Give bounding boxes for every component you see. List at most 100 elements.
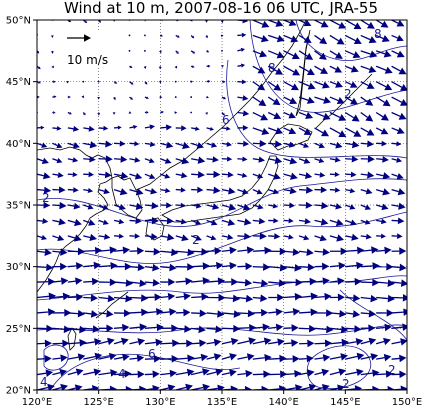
- wind-vector: [129, 308, 149, 317]
- wind-vector: [360, 233, 372, 240]
- wind-vector: [206, 353, 222, 361]
- wind-vector: [360, 96, 374, 106]
- wind-vector: [83, 277, 100, 286]
- wind-vector: [175, 125, 187, 131]
- contour-label: 2: [42, 191, 50, 205]
- wind-vector: [206, 293, 226, 302]
- wind-vector: [237, 294, 254, 303]
- wind-vector: [175, 277, 193, 286]
- wind-vector: [37, 308, 56, 316]
- wind-vector: [376, 172, 391, 180]
- wind-vector: [406, 189, 407, 191]
- wind-vector: [98, 337, 115, 346]
- wind-vector: [406, 112, 407, 114]
- wind-vector: [375, 20, 389, 28]
- wind-vector: [252, 232, 267, 240]
- wind-vector: [267, 111, 282, 120]
- wind-vector: [67, 247, 86, 256]
- wind-vector: [221, 65, 225, 68]
- wind-vector: [375, 111, 389, 121]
- wind-vector: [268, 293, 285, 302]
- wind-vector: [221, 278, 239, 286]
- wind-vector: [329, 127, 347, 138]
- wind-vector: [221, 141, 232, 147]
- wind-vector: [67, 309, 86, 318]
- wind-vector: [160, 141, 174, 149]
- wind-vector: [206, 310, 225, 318]
- wind-vector: [114, 140, 126, 147]
- quiver-key-label: 10 m/s: [67, 53, 108, 67]
- wind-vector: [114, 323, 130, 332]
- wind-vector: [97, 96, 101, 100]
- wind-vector: [221, 96, 227, 100]
- wind-vector: [252, 20, 270, 28]
- wind-vector: [83, 204, 94, 210]
- wind-vector: [52, 142, 63, 149]
- wind-vector: [37, 324, 54, 333]
- wind-vector: [406, 373, 407, 375]
- wind-vector: [160, 369, 177, 378]
- wind-vector: [268, 323, 284, 332]
- wind-vector: [237, 218, 252, 226]
- wind-vector: [67, 353, 86, 361]
- contour-line-upper-north: [295, 20, 407, 62]
- contour-line-low: [49, 353, 241, 390]
- wind-vector: [360, 20, 375, 29]
- wind-vector: [406, 296, 407, 298]
- wind-vector: [252, 203, 264, 210]
- wind-vector: [52, 95, 57, 99]
- wind-vector: [98, 309, 114, 318]
- wind-vector: [345, 96, 359, 105]
- wind-vector: [191, 247, 209, 256]
- wind-vector: [67, 202, 81, 210]
- wind-vector: [83, 294, 98, 302]
- wind-vector: [160, 187, 171, 194]
- wind-vector: [252, 140, 267, 148]
- wind-vector: [98, 140, 113, 148]
- wind-vector: [268, 127, 284, 135]
- wind-vector: [283, 34, 299, 43]
- wind-vector: [114, 155, 128, 163]
- wind-vector: [329, 234, 345, 242]
- wind-vector: [129, 141, 140, 147]
- wind-vector: [283, 50, 300, 60]
- wind-vector: [406, 158, 407, 160]
- contour-label: 8: [374, 27, 382, 41]
- quiver-key-arrow: [67, 34, 91, 42]
- wind-vector: [391, 338, 407, 346]
- wind-vector: [144, 158, 155, 164]
- wind-vector: [159, 50, 162, 54]
- wind-vector: [267, 65, 284, 75]
- wind-vector: [345, 219, 357, 226]
- wind-vector: [160, 124, 173, 131]
- wind-vector: [37, 369, 54, 377]
- wind-vector: [391, 279, 407, 287]
- wind-vector: [83, 368, 102, 376]
- wind-vector: [237, 140, 250, 147]
- wind-vector: [376, 262, 394, 271]
- wind-vector: [283, 96, 298, 105]
- wind-vector: [221, 112, 225, 116]
- wind-vector: [160, 217, 174, 225]
- wind-vector: [206, 203, 220, 210]
- wind-vector: [345, 188, 356, 194]
- wind-vector: [406, 50, 407, 52]
- wind-vector: [375, 96, 391, 107]
- wind-vector: [283, 324, 299, 332]
- wind-vector: [113, 203, 126, 211]
- wind-vector: [98, 294, 116, 303]
- contour-label: 6: [222, 113, 230, 127]
- wind-vector: [175, 368, 195, 377]
- wind-vector: [252, 353, 272, 362]
- wind-vector: [252, 217, 266, 225]
- wind-vector: [406, 312, 407, 313]
- wind-vector: [67, 125, 80, 132]
- wind-vector: [221, 187, 236, 195]
- wind-vector: [112, 112, 116, 115]
- wind-vector: [83, 171, 95, 178]
- wind-vector: [360, 171, 375, 179]
- wind-vector: [51, 65, 55, 69]
- wind-vector: [221, 203, 237, 211]
- wind-vector: [221, 126, 231, 131]
- wind-vector: [221, 156, 233, 162]
